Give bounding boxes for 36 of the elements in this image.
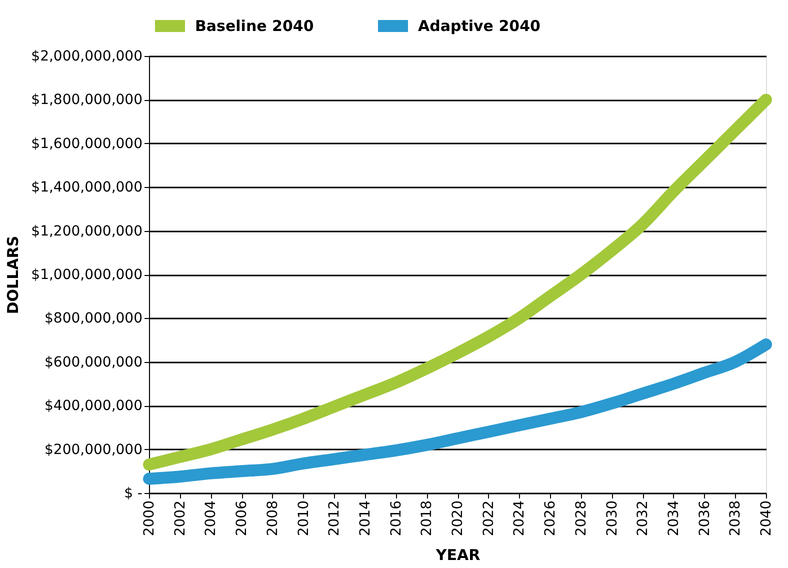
x-tick-label: 2000	[142, 500, 158, 536]
x-tick-label: 2004	[203, 500, 220, 536]
x-tick-label: 2010	[296, 500, 312, 536]
x-tick-label: 2022	[480, 500, 497, 536]
x-tick-label: 2018	[419, 500, 436, 536]
x-tick-label: 2026	[542, 500, 559, 536]
y-tick-label: $ -	[124, 486, 142, 502]
x-tick-label: 2020	[450, 500, 466, 536]
y-tick-label: $600,000,000	[44, 354, 142, 370]
x-tick-label: 2024	[512, 500, 528, 536]
legend-label: Adaptive 2040	[418, 17, 540, 35]
legend-label: Baseline 2040	[195, 17, 314, 35]
y-tick-label: $1,400,000,000	[31, 180, 142, 196]
y-tick-label: $200,000,000	[44, 442, 142, 458]
x-tick-label: 2038	[728, 500, 744, 536]
y-tick-label: $1,800,000,000	[31, 92, 142, 108]
x-tick-label: 2030	[604, 500, 620, 536]
y-tick-label: $800,000,000	[44, 310, 142, 327]
y-tick-label: $1,000,000,000	[31, 267, 142, 283]
x-tick-label: 2032	[635, 500, 652, 536]
x-tick-label: 2016	[388, 500, 404, 536]
x-tick-label: 2034	[666, 500, 682, 536]
y-tick-label: $2,000,000,000	[31, 48, 142, 64]
y-tick-label: $1,200,000,000	[31, 223, 142, 240]
y-axis-title: DOLLARS	[4, 236, 22, 314]
x-tick-label: 2014	[357, 500, 374, 536]
y-tick-label: $400,000,000	[44, 398, 142, 414]
x-axis-title: YEAR	[434, 546, 481, 564]
x-tick-label: 2028	[573, 500, 590, 536]
x-tick-label: 2006	[234, 500, 250, 536]
y-tick-label: $1,600,000,000	[31, 136, 142, 152]
x-tick-label: 2040	[758, 500, 774, 536]
x-tick-label: 2012	[326, 500, 343, 536]
x-tick-label: 2002	[172, 500, 188, 536]
x-tick-label: 2008	[264, 500, 281, 536]
x-tick-label: 2036	[696, 500, 713, 536]
